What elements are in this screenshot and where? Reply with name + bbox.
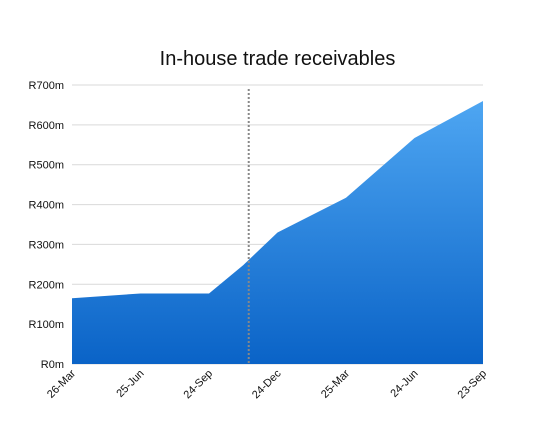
x-tick-label: 24-Sep bbox=[182, 368, 216, 402]
x-tick-label: 26-Mar bbox=[45, 367, 78, 400]
y-tick-label: R0m bbox=[41, 359, 64, 371]
y-tick-label: R100m bbox=[29, 319, 64, 331]
x-tick-label: 25-Jun bbox=[114, 368, 146, 400]
x-tick-label: 23-Sep bbox=[456, 368, 490, 402]
series-area bbox=[72, 100, 483, 364]
y-tick-label: R600m bbox=[29, 120, 64, 132]
y-tick-label: R500m bbox=[29, 160, 64, 172]
x-tick-label: 25-Mar bbox=[319, 367, 352, 400]
y-tick-label: R200m bbox=[29, 279, 64, 291]
y-tick-label: R300m bbox=[29, 239, 64, 251]
y-tick-label: R700m bbox=[29, 80, 64, 92]
x-tick-label: 24-Jun bbox=[388, 368, 420, 400]
y-tick-label: R400m bbox=[29, 200, 64, 212]
chart-title: In-house trade receivables bbox=[159, 48, 396, 70]
x-tick-label: 24-Dec bbox=[250, 367, 284, 401]
